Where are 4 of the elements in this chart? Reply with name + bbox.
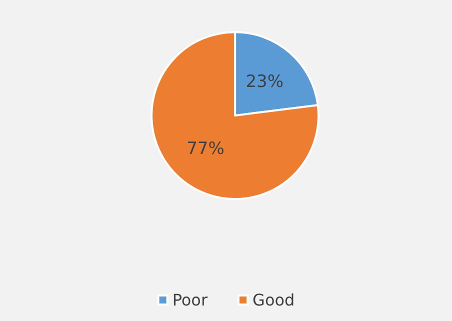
- data-label: 77%: [186, 139, 224, 160]
- legend-label: Poor: [172, 290, 208, 310]
- legend-label: Good: [252, 290, 295, 310]
- data-label: 23%: [246, 72, 284, 92]
